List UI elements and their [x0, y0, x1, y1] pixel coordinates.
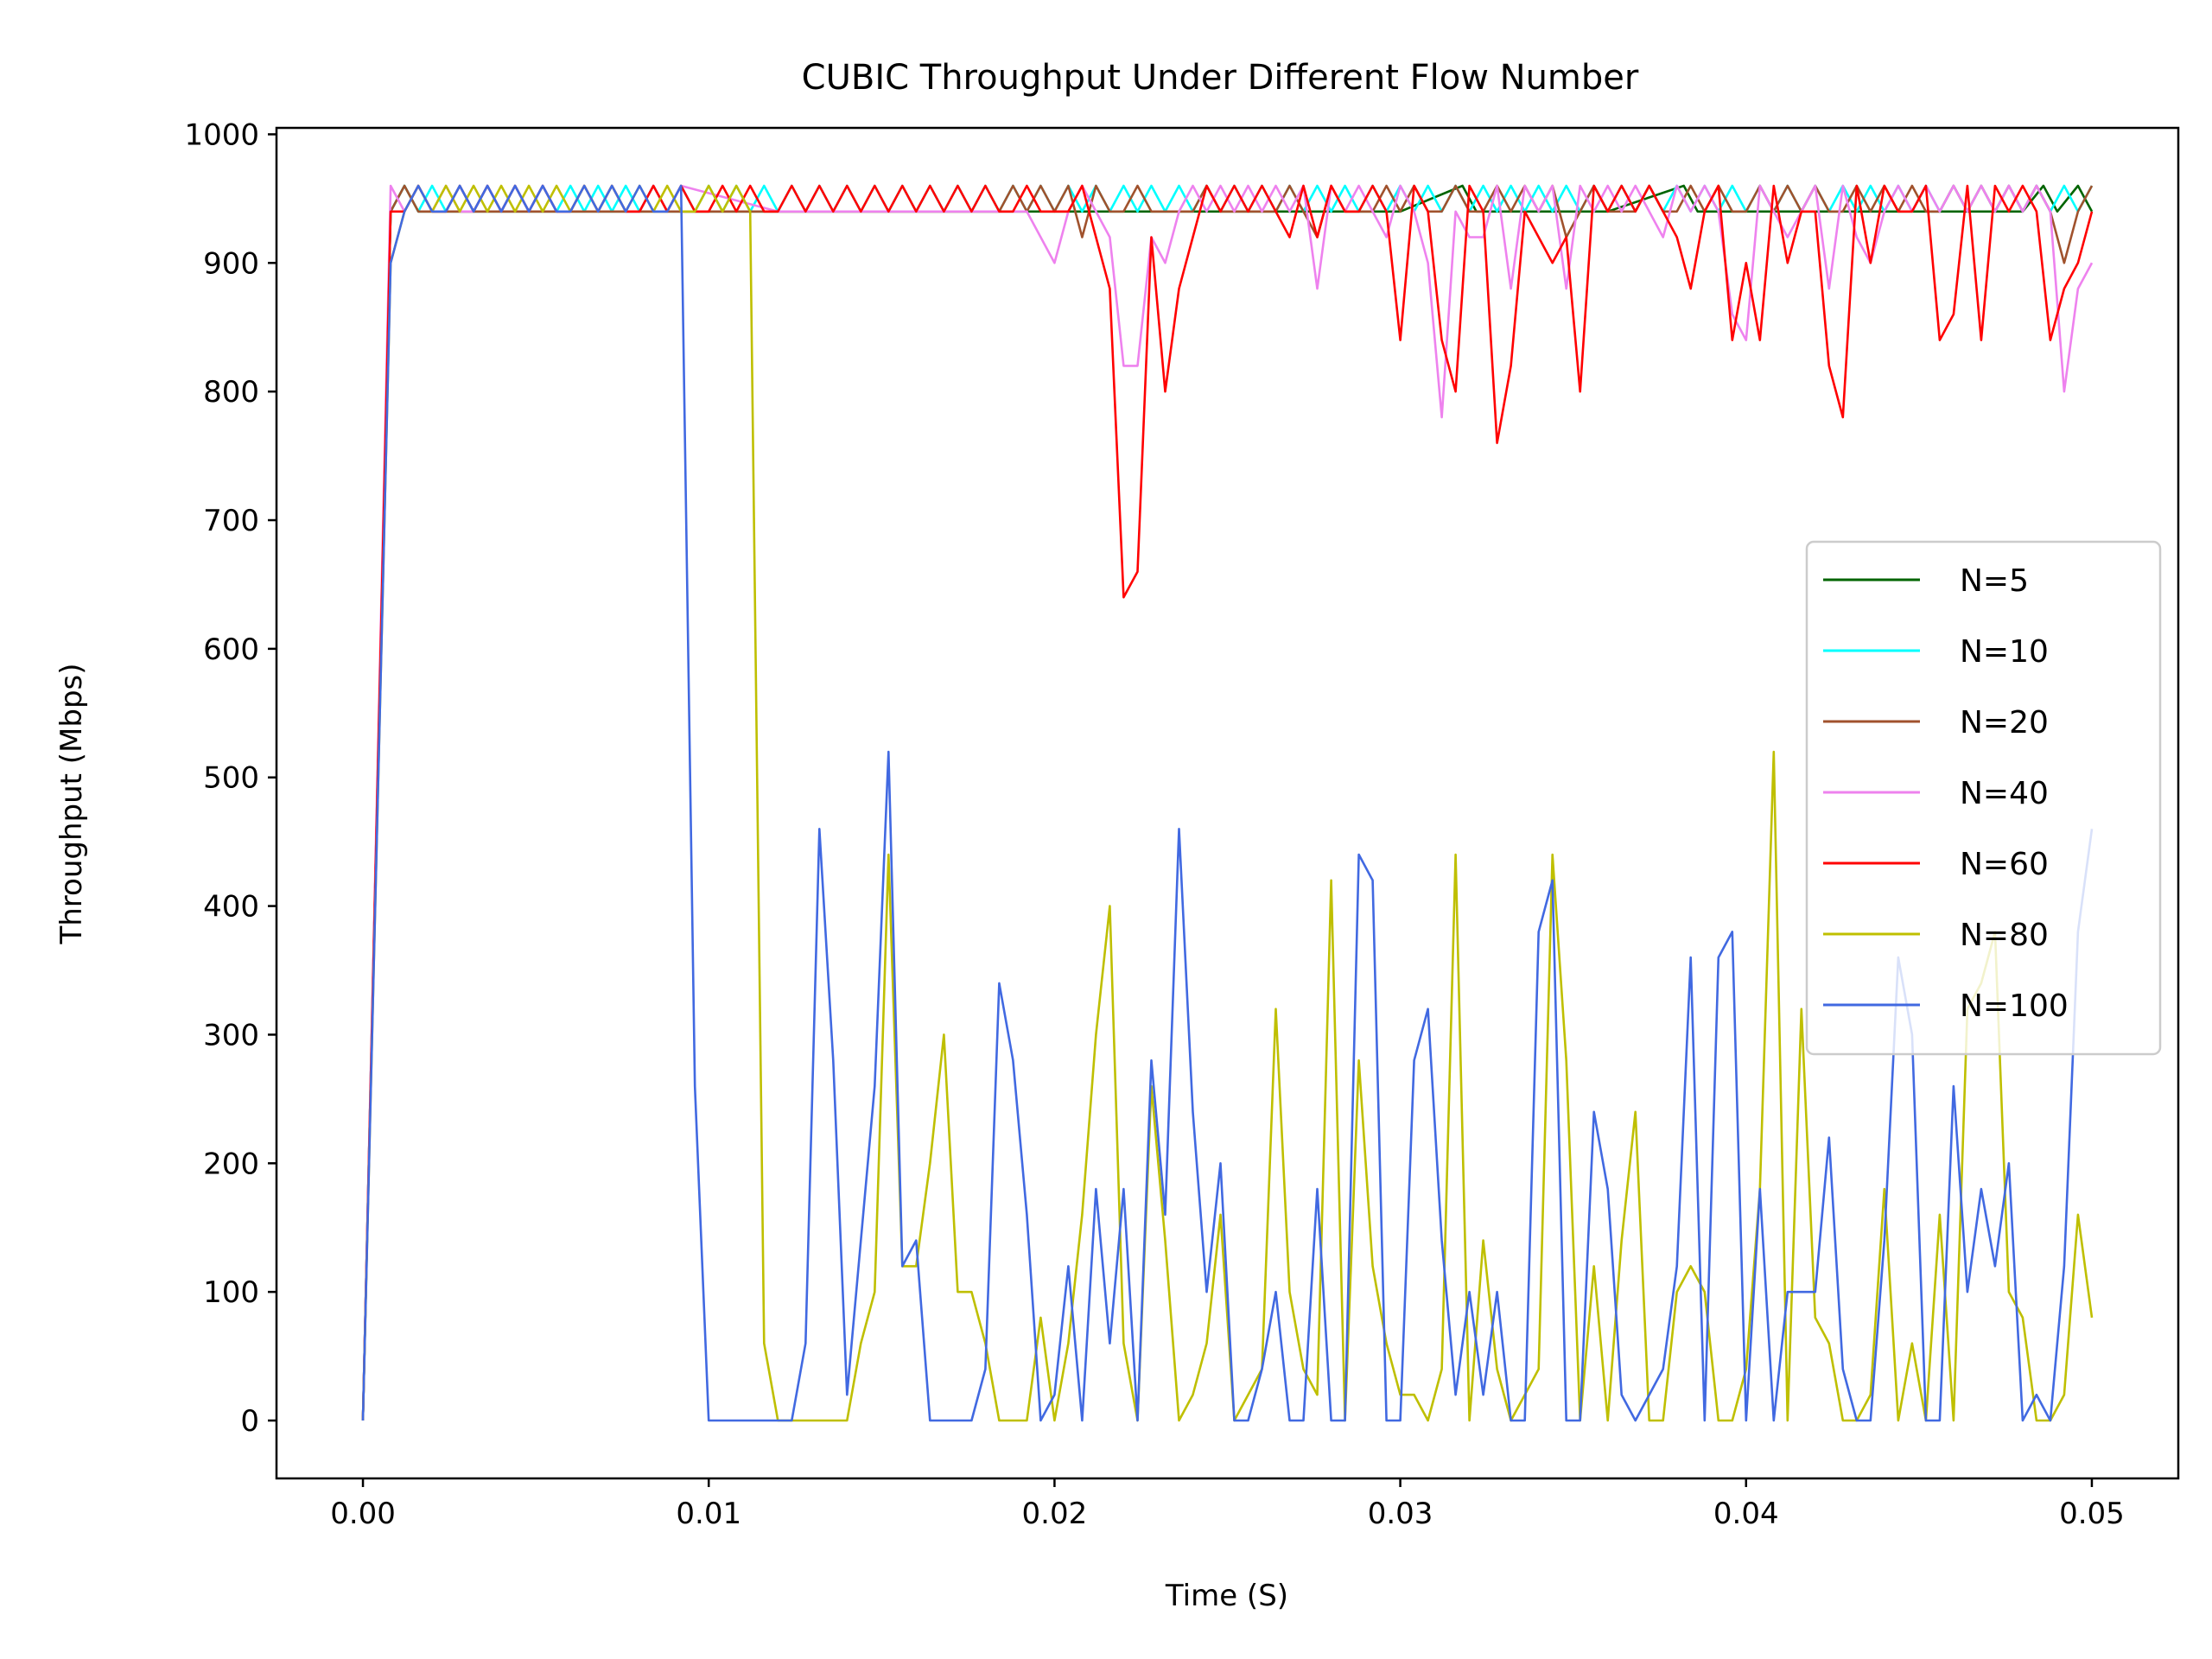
ticks-layer: 0.00 0.01 0.02 0.03 0.04 0.05 0 100 200 300 400 500… — [184, 118, 2124, 1531]
y-tick-label: 800 — [203, 375, 259, 410]
y-tick-label: 0 — [240, 1404, 259, 1439]
x-tick-label: 0.05 — [2059, 1497, 2125, 1531]
series-line-n-80 — [361, 184, 2094, 1422]
y-tick-label: 500 — [203, 761, 259, 796]
x-tick-label: 0.04 — [1713, 1497, 1779, 1531]
y-tick-label: 200 — [203, 1147, 259, 1181]
legend-label: N=60 — [1960, 847, 2049, 882]
legend-label: N=5 — [1960, 563, 2029, 599]
series-line-n-60 — [361, 184, 2094, 1421]
x-tick-label: 0.01 — [676, 1497, 741, 1531]
x-axis-label: Time (S) — [1165, 1579, 1288, 1613]
legend-label: N=40 — [1960, 776, 2049, 811]
y-tick-label: 900 — [203, 246, 259, 281]
chart-title: CUBIC Throughput Under Different Flow Nu… — [802, 58, 1639, 98]
legend-item: N=80 — [1823, 918, 2049, 953]
y-tick-label: 600 — [203, 632, 259, 667]
legend-frame — [1805, 540, 2162, 1056]
legend-label: N=80 — [1960, 918, 2049, 953]
x-tick-label: 0.00 — [330, 1497, 396, 1531]
series-line-n-100 — [361, 184, 2094, 1422]
plot-frame — [275, 126, 2180, 1480]
y-axis-label: Throughput (Mbps) — [54, 663, 89, 944]
legend-label: N=100 — [1960, 988, 2069, 1024]
y-tick-label: 700 — [203, 504, 259, 538]
legend-item: N=100 — [1823, 988, 2069, 1024]
x-tick-label: 0.03 — [1368, 1497, 1433, 1531]
y-tick-label: 300 — [203, 1018, 259, 1052]
legend-label: N=10 — [1960, 634, 2049, 670]
y-tick-label: 1000 — [184, 118, 259, 152]
x-tick-label: 0.02 — [1022, 1497, 1088, 1531]
legend-item: N=20 — [1823, 705, 2049, 741]
y-tick-label: 100 — [203, 1275, 259, 1310]
legend-label: N=20 — [1960, 705, 2049, 741]
legend-item: N=60 — [1823, 847, 2049, 882]
legend-item: N=10 — [1823, 634, 2049, 670]
y-tick-label: 400 — [203, 890, 259, 925]
legend: N=5 N=10 N=20 N=40 N=60 N=80 N=100 — [1805, 540, 2162, 1056]
legend-item: N=40 — [1823, 776, 2049, 811]
series-layer — [361, 184, 2094, 1422]
legend-item: N=5 — [1823, 563, 2029, 599]
